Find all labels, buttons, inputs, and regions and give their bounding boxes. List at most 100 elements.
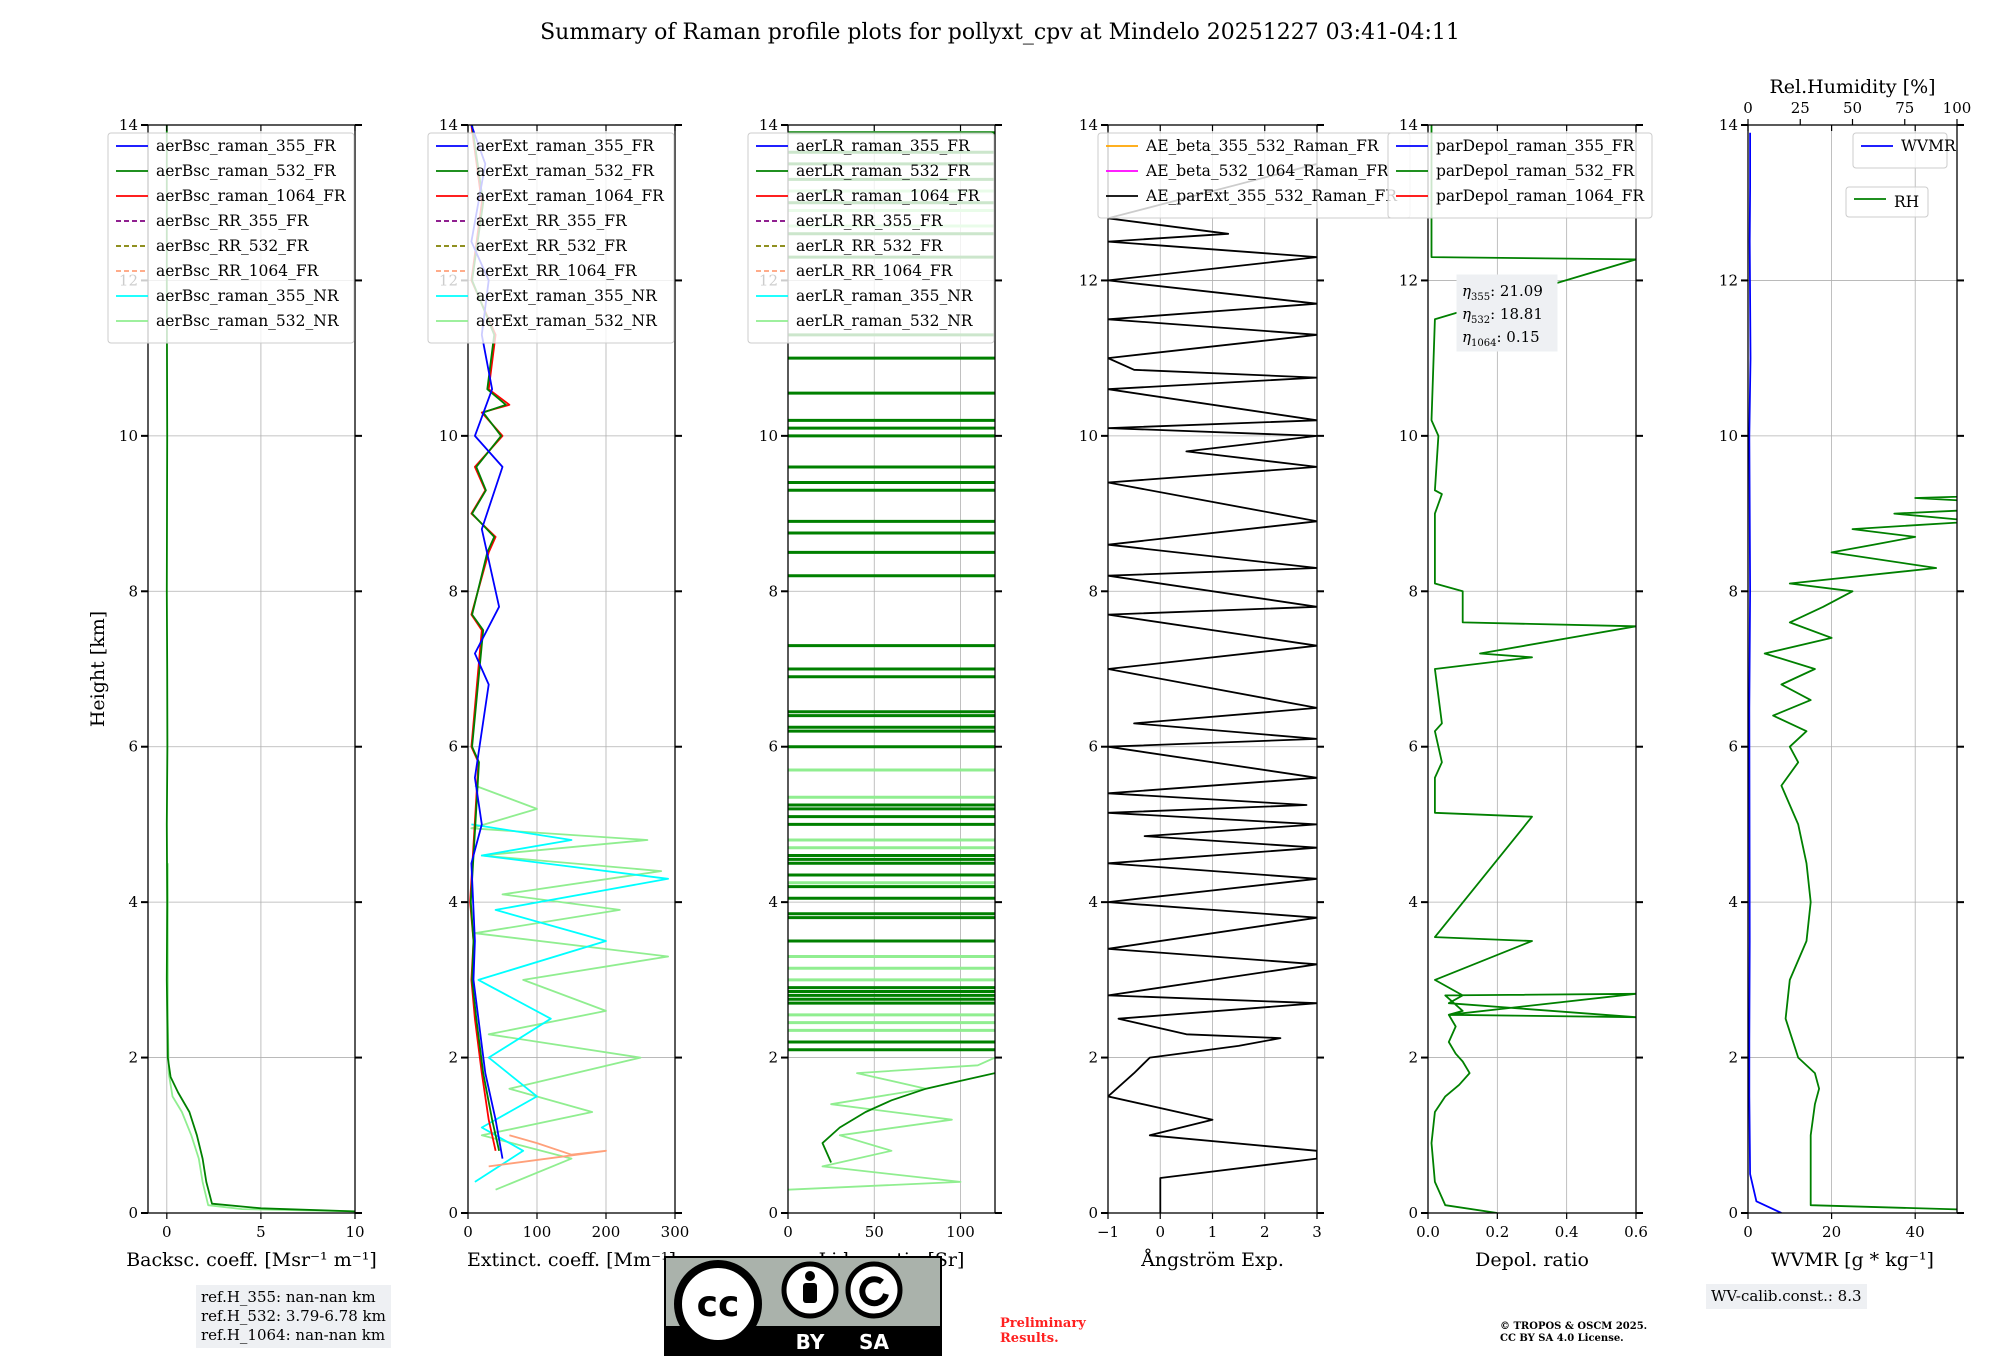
axes-frame	[467, 124, 676, 1214]
legend-label: aerExt_raman_532_NR	[476, 312, 658, 330]
x-axis-label: Depol. ratio	[1475, 1249, 1589, 1271]
legend-label: aerExt_raman_355_NR	[476, 287, 658, 305]
annotation-subscript: 532	[1471, 315, 1490, 326]
annotation-frame	[1456, 274, 1558, 352]
series-line-AE_parExt_355_532_Raman_FR	[1108, 163, 1317, 1213]
wv-calib-text: WV-calib.const.: 8.3	[1711, 1287, 1862, 1305]
x-tick-label: 20	[1822, 1223, 1841, 1241]
legend-ae: AE_beta_355_532_Raman_FR AE_beta_532_1064…	[1097, 132, 1411, 219]
y-tick-label: 10	[439, 427, 458, 445]
depol-annotation: η355: 21.09η 532: 18.81 η1064: 0.15	[1456, 274, 1558, 352]
legend-label: aerBsc_RR_532_FR	[156, 237, 310, 255]
x-tick-label: 40	[1906, 1223, 1925, 1241]
y-tick-label: 6	[1408, 738, 1418, 756]
legend-label: parDepol_raman_1064_FR	[1436, 187, 1645, 205]
annotation-value: : 0.15	[1496, 328, 1539, 346]
y-tick-label: 2	[448, 1049, 458, 1067]
annotation-value: : 18.81	[1490, 305, 1543, 323]
x-tick-label: 100	[523, 1223, 552, 1241]
x-axis-label: Ångström Exp.	[1140, 1249, 1284, 1271]
y-tick-label: 10	[119, 427, 138, 445]
y-tick-label: 0	[448, 1204, 458, 1222]
legend-label: aerLR_raman_532_NR	[796, 312, 974, 330]
legend-frame	[1387, 132, 1653, 219]
y-tick-label: 14	[759, 116, 778, 134]
legend-label: aerBsc_raman_355_FR	[156, 137, 337, 155]
x-tick-label: 0	[162, 1223, 172, 1241]
x-tick-label: 200	[592, 1223, 621, 1241]
legend-label: RH	[1894, 193, 1919, 211]
y-tick-label: 8	[768, 582, 778, 600]
series-line-parDepol_raman_532_FR	[1430, 125, 1636, 1213]
y-tick-label: 0	[768, 1204, 778, 1222]
annotation-line: η355: 21.09	[1462, 282, 1543, 303]
legend-frame	[107, 132, 355, 344]
x-tick-label: 0	[783, 1223, 793, 1241]
copyright-line-1: © TROPOS & OSCM 2025.	[1500, 1321, 1648, 1332]
legend-depol: parDepol_raman_355_FR parDepol_raman_532_…	[1387, 132, 1653, 219]
x-tick-label: 5	[256, 1223, 266, 1241]
y-tick-label: 8	[1728, 582, 1738, 600]
legend-label: AE_parExt_355_532_Raman_FR	[1145, 187, 1398, 205]
preliminary-line-2: Results.	[1000, 1331, 1059, 1346]
legend-label: aerBsc_RR_1064_FR	[156, 262, 320, 280]
x-tick-label: 3	[1312, 1223, 1322, 1241]
x-tick-label: 50	[865, 1223, 884, 1241]
top-x-tick-label: 100	[1943, 99, 1972, 117]
legend-frame	[747, 132, 995, 344]
annotation-subscript: 1064	[1471, 338, 1496, 349]
legend-label: parDepol_raman_532_FR	[1436, 162, 1636, 180]
top-x-tick-label: 0	[1743, 99, 1753, 117]
y-tick-label: 2	[1408, 1049, 1418, 1067]
ref-height-355: ref.H_355: nan-nan km	[201, 1288, 376, 1306]
y-tick-label: 6	[768, 738, 778, 756]
y-tick-label: 4	[1408, 893, 1418, 911]
y-tick-label: 6	[1728, 738, 1738, 756]
x-tick-label: 0	[463, 1223, 473, 1241]
y-tick-label: 8	[1408, 582, 1418, 600]
y-tick-label: 8	[128, 582, 138, 600]
by-label: BY	[796, 1330, 825, 1354]
y-tick-label: 10	[1399, 427, 1418, 445]
y-tick-label: 4	[1088, 893, 1098, 911]
y-tick-label: 6	[1088, 738, 1098, 756]
top-x-tick-label: 50	[1843, 99, 1862, 117]
panel-lr: 05010002468101214Lidar ratio [Sr]aerLR_r…	[747, 116, 1002, 1271]
series-line-aerLR_raman_532_NR	[788, 1056, 995, 1191]
y-tick-label: 14	[1079, 116, 1098, 134]
legend-ext: aerExt_raman_355_FR aerExt_raman_532_FRae…	[427, 132, 675, 344]
ref-height-532: ref.H_532: 3.79-6.78 km	[201, 1307, 386, 1325]
data-layer-bsc	[165, 125, 355, 1213]
y-tick-label: 14	[1719, 116, 1738, 134]
legend-label: aerBsc_raman_532_FR	[156, 162, 337, 180]
sa-label: SA	[859, 1330, 889, 1354]
sa-arrow-icon	[859, 1276, 889, 1307]
axes-frame	[1427, 124, 1637, 1214]
annotation-symbol: η	[1462, 282, 1471, 300]
legend-label: aerExt_raman_355_FR	[476, 137, 655, 155]
panel-ext: 010020030002468101214Extinct. coeff. [Mm…	[427, 116, 689, 1271]
legend-label: aerExt_raman_1064_FR	[476, 187, 665, 205]
legend-label: parDepol_raman_355_FR	[1436, 137, 1636, 155]
y-tick-label: 0	[1728, 1204, 1738, 1222]
legend-label: WVMR	[1901, 137, 1957, 155]
data-layer-depol	[1430, 125, 1636, 1213]
x-tick-label: 0.4	[1555, 1223, 1579, 1241]
series-line-aerLR_raman_532_FR	[821, 1072, 995, 1163]
x-axis-label: Extinct. coeff. [Mm⁻¹]	[467, 1249, 676, 1271]
wv-calib-box: WV-calib.const.: 8.3	[1706, 1284, 1867, 1309]
sa-share-alike-icon	[845, 1261, 903, 1319]
y-tick-label: 14	[439, 116, 458, 134]
panel-wv: 0 20 40 0 2 4 6 8 10 12 14 WVMR [g * kg⁻¹] WVMR RH 0 25…	[1719, 76, 1972, 1271]
annotation-line: η1064: 0.15	[1462, 328, 1540, 349]
legend-label: aerLR_raman_355_NR	[796, 287, 974, 305]
axes-frame	[787, 124, 996, 1214]
cc-circle-icon	[674, 1260, 762, 1348]
cc-license-badge: cc BY SA	[664, 1256, 942, 1356]
copyright-note: © TROPOS & OSCM 2025. CC BY SA 4.0 Licen…	[1500, 1321, 1647, 1345]
y-tick-label: 4	[128, 893, 138, 911]
person-head-icon	[805, 1271, 815, 1281]
y-tick-label: 2	[1728, 1049, 1738, 1067]
legend-label: AE_beta_355_532_Raman_FR	[1145, 137, 1380, 155]
